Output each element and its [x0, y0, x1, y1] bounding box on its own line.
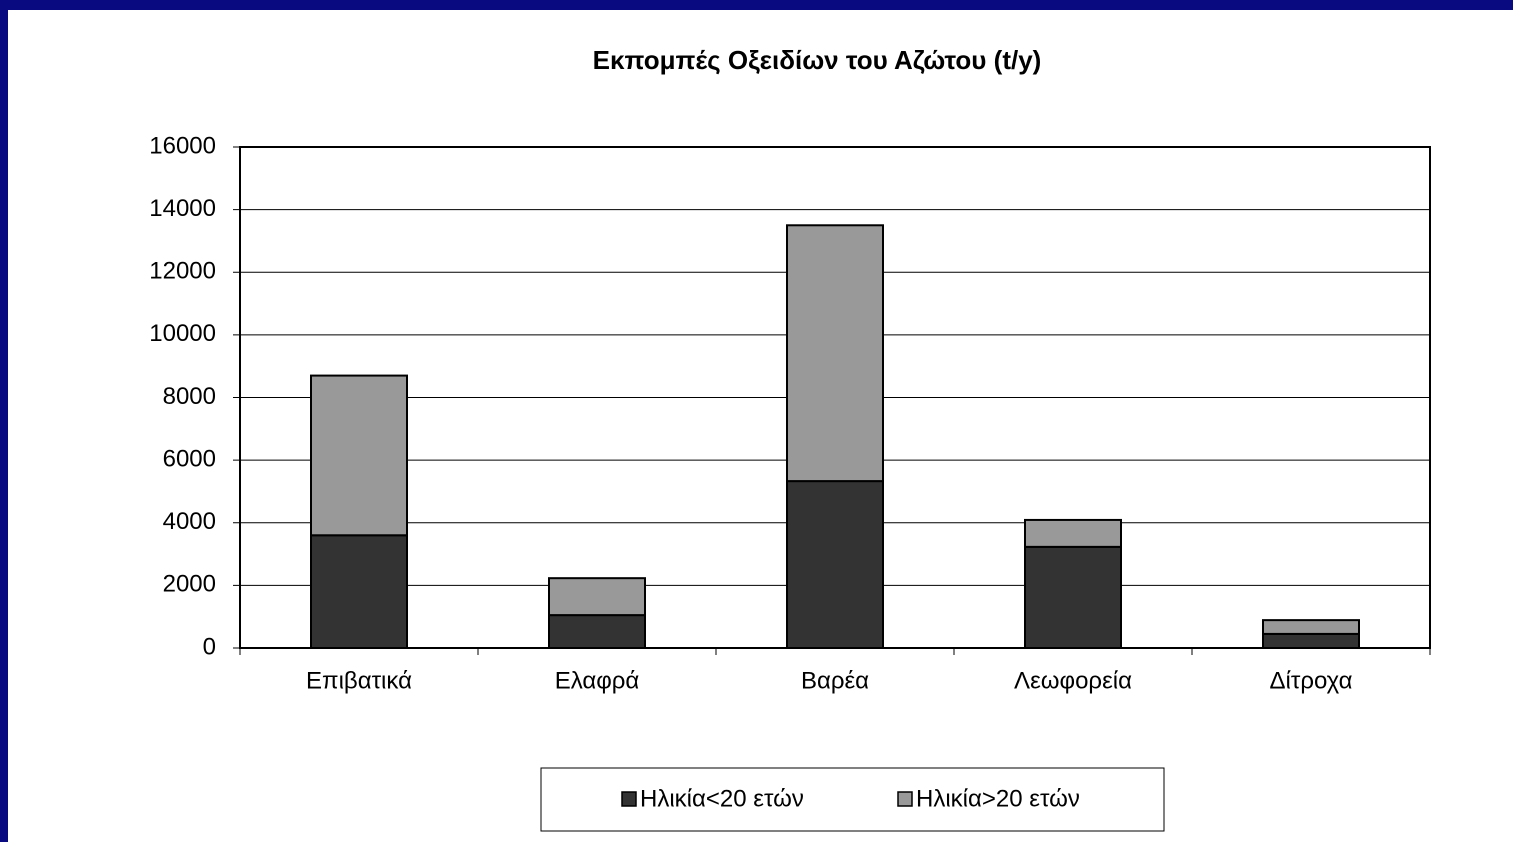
x-tick-label: Επιβατικά [306, 667, 412, 694]
legend-box [540, 767, 1165, 832]
y-tick-label: 2000 [163, 571, 216, 598]
y-tick-label: 4000 [163, 508, 216, 535]
legend-swatch [897, 791, 913, 807]
x-tick-label: Βαρέα [801, 667, 869, 694]
y-tick-label: 14000 [149, 195, 216, 222]
bar-segment [1262, 632, 1360, 649]
bar-segment [786, 224, 884, 483]
legend-label: Ηλικία>20 ετών [916, 785, 1080, 812]
panel [8, 10, 1513, 842]
x-tick-label: Δίτροχα [1269, 667, 1352, 694]
x-tick-label: Λεωφορεία [1014, 667, 1132, 694]
y-tick-label: 16000 [149, 132, 216, 159]
x-tick-label: Ελαφρά [555, 667, 640, 694]
legend-swatch [621, 791, 637, 807]
bar-segment [310, 534, 408, 650]
bar-segment [1262, 619, 1360, 635]
bar-segment [1024, 545, 1122, 649]
legend-label: Ηλικία<20 ετών [640, 785, 804, 812]
bar-segment [1024, 518, 1122, 548]
y-tick-label: 8000 [163, 383, 216, 410]
bar-segment [310, 374, 408, 537]
y-tick-label: 10000 [149, 320, 216, 347]
bar-segment [786, 480, 884, 649]
y-tick-label: 0 [203, 633, 216, 660]
chart-title: Εκπομπές Οξειδίων του Αζώτου (t/y) [593, 45, 1042, 75]
bar-segment [548, 614, 646, 650]
bar-segment [548, 577, 646, 617]
y-tick-label: 6000 [163, 445, 216, 472]
y-tick-label: 12000 [149, 258, 216, 285]
